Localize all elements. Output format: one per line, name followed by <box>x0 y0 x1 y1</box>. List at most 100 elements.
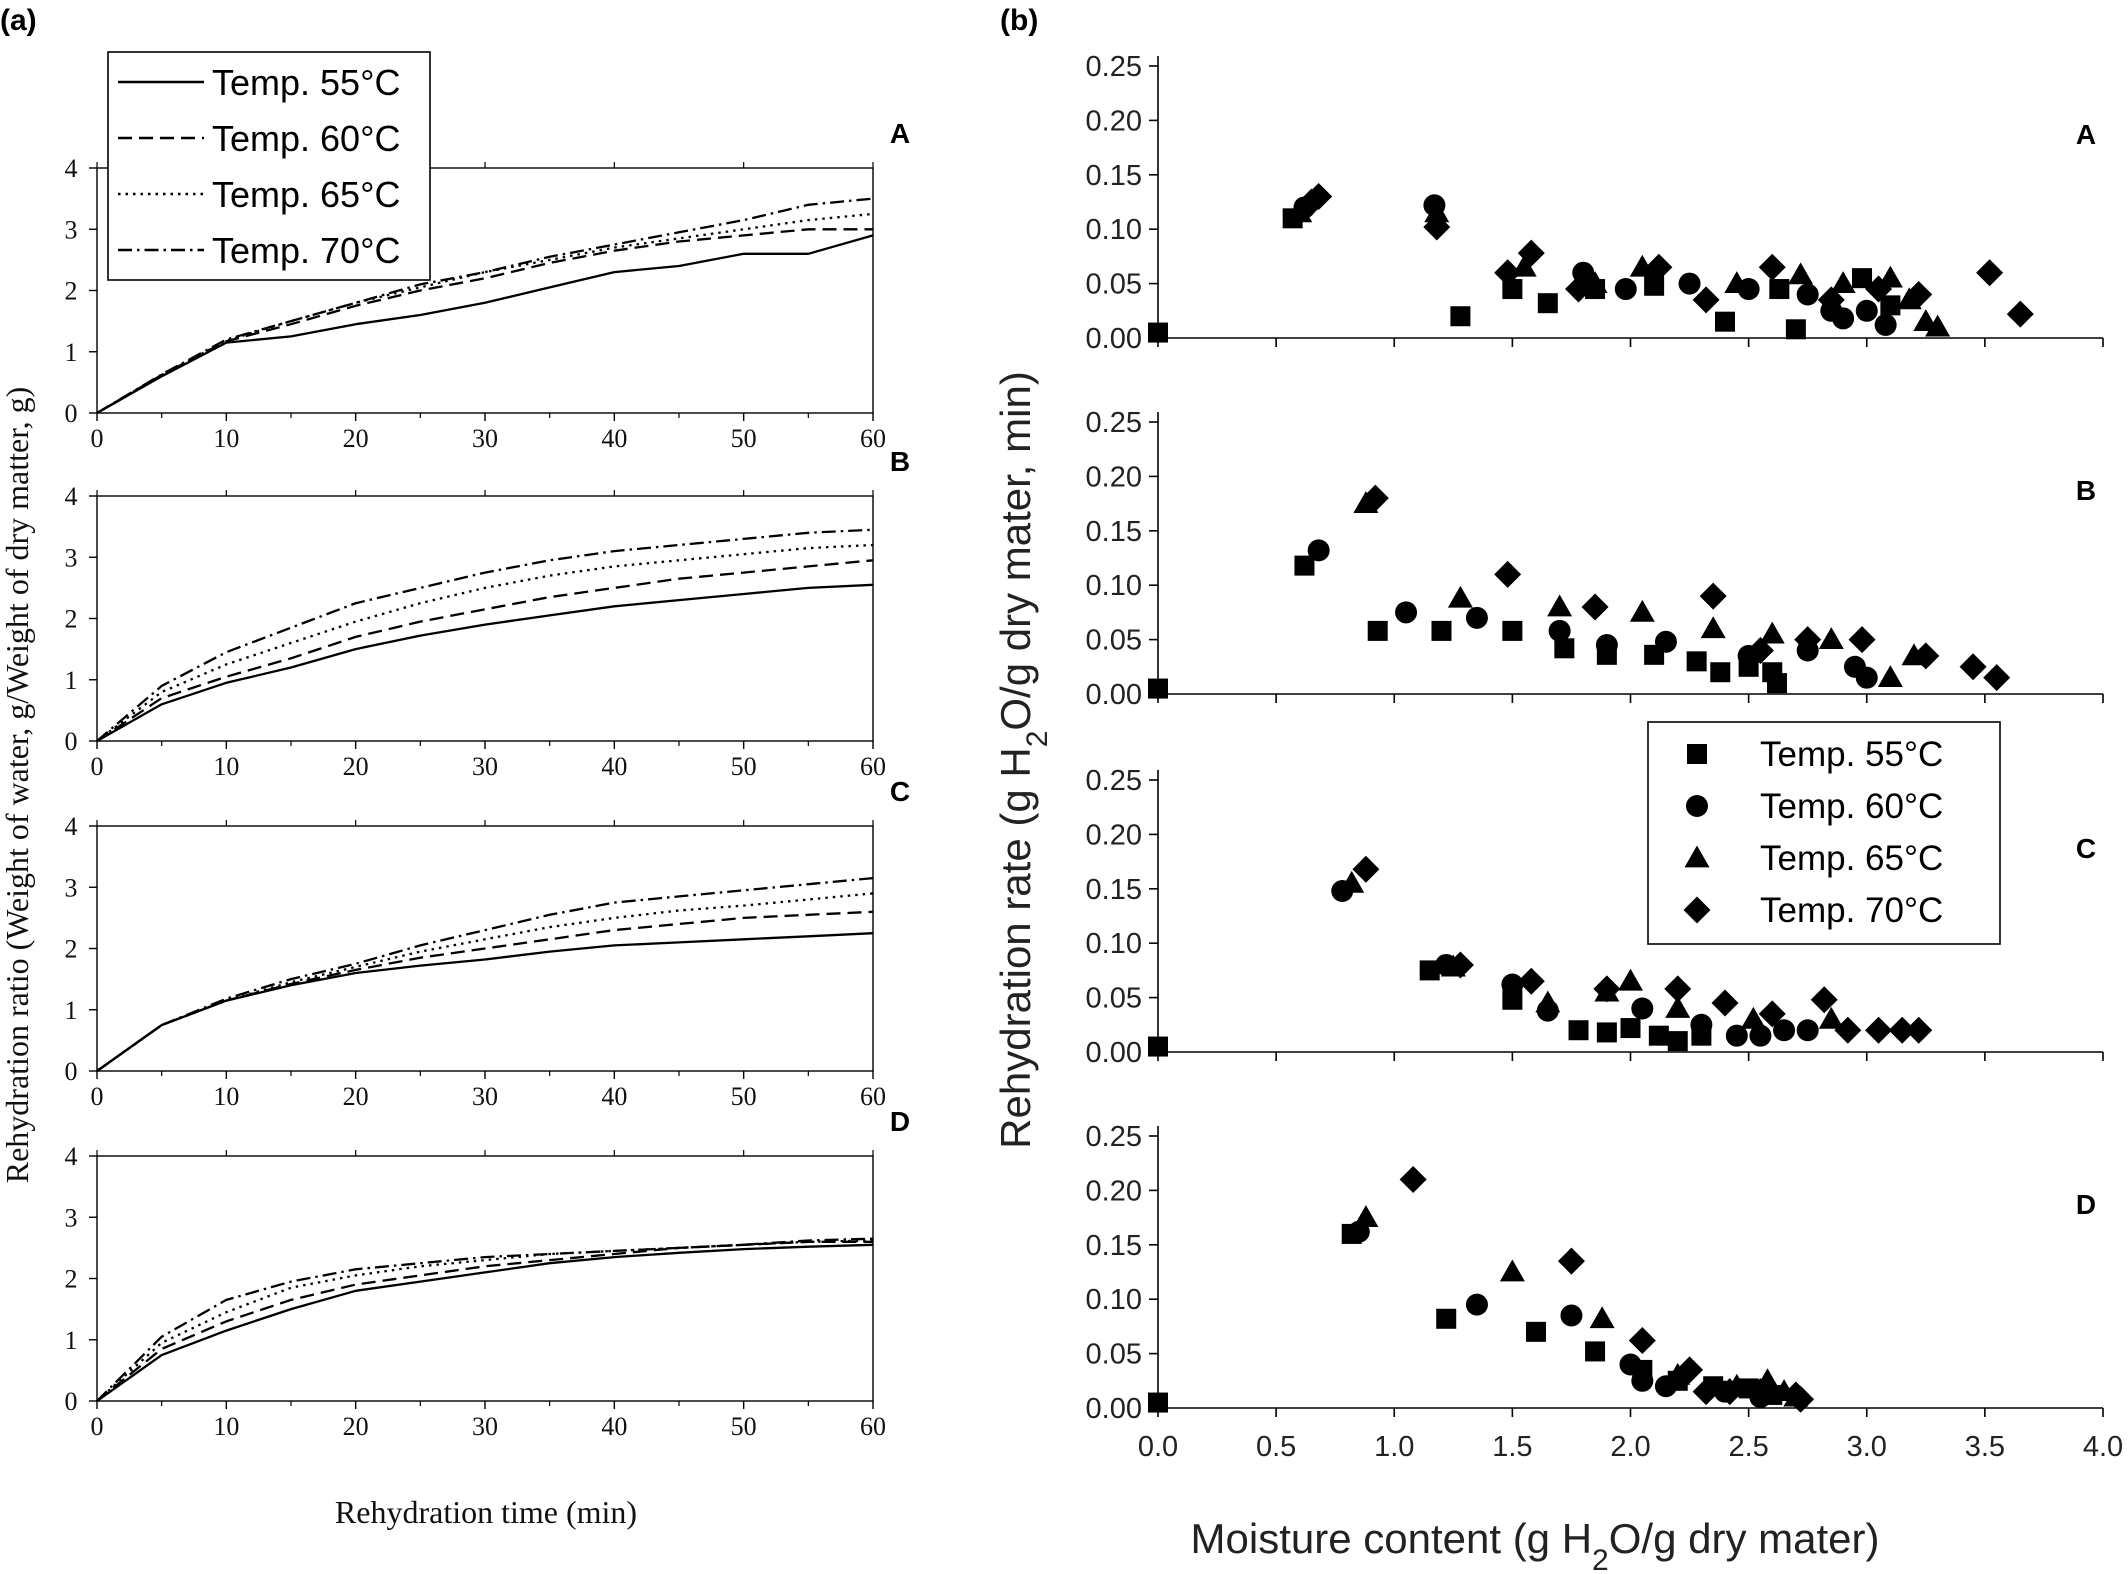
data-point-square <box>1554 638 1575 659</box>
series-line <box>96 559 874 742</box>
x-tick-label: 0 <box>91 1082 104 1111</box>
series-line <box>96 528 874 742</box>
right-panel-d: 0.00 0.05 0.10 0.15 0.20 0.25 0.0 0.5 1.0 1.5 2.0 2… <box>1086 1121 2124 1463</box>
x-tick-label: 3.5 <box>1965 1431 2005 1463</box>
data-point-circle <box>1690 1013 1713 1036</box>
y-tick-label: 0.15 <box>1086 1230 1142 1262</box>
y-tick-label: 1 <box>65 996 78 1025</box>
figure-label-a: (a) <box>0 4 37 37</box>
legend-marker-diamond <box>1683 896 1711 924</box>
x-tick-label: 50 <box>731 752 757 781</box>
y-tick-label: 4 <box>65 482 78 511</box>
data-point-circle <box>1395 601 1418 624</box>
data-point-circle <box>1874 313 1897 336</box>
right-x-label-part-1: Moisture content (g H <box>1191 1515 1593 1562</box>
y-tick-label: 0.15 <box>1086 874 1142 906</box>
y-tick-label: 1 <box>65 338 78 367</box>
data-point-square <box>1686 651 1707 672</box>
left-x-axis-label: Rehydration time (min) <box>335 1494 637 1530</box>
data-point-circle <box>1560 1304 1583 1327</box>
data-point-triangle <box>1629 254 1655 277</box>
data-point-triangle <box>1759 621 1785 644</box>
data-point-diamond <box>1399 1166 1427 1194</box>
data-point-diamond <box>1557 1247 1585 1275</box>
x-tick-label: 30 <box>472 1082 498 1111</box>
x-tick-label: 60 <box>860 1412 886 1441</box>
data-point-diamond <box>1758 1000 1786 1028</box>
series-line <box>96 1239 874 1402</box>
data-point-diamond <box>1888 1016 1916 1044</box>
data-point-diamond <box>1834 1016 1862 1044</box>
right-y-label-subscript: 2 <box>1021 731 1054 748</box>
y-tick-label: 0.05 <box>1086 1339 1142 1371</box>
x-tick-label: 60 <box>860 752 886 781</box>
data-point-square <box>1450 306 1471 327</box>
panel-label: D <box>890 1106 910 1137</box>
y-tick-label: 0 <box>65 1387 78 1416</box>
y-tick-label: 0.00 <box>1086 323 1142 355</box>
data-point-diamond <box>1494 259 1522 287</box>
y-tick-label: 3 <box>65 1203 78 1232</box>
legend-entry: Temp. 55°C <box>1760 735 1943 774</box>
data-point-square <box>1710 662 1731 683</box>
y-tick-label: 0.25 <box>1086 51 1142 83</box>
panel-label: C <box>890 776 910 807</box>
right-x-label-part-2: O/g dry mater) <box>1609 1515 1880 1562</box>
x-tick-label: 40 <box>601 1082 627 1111</box>
panel-label: B <box>2076 475 2096 506</box>
series-line <box>96 910 874 1072</box>
x-tick-label: 20 <box>343 1412 369 1441</box>
y-tick-label: 0.15 <box>1086 160 1142 192</box>
data-point-square <box>1667 1031 1688 1052</box>
rehydration-rate-chart: 0.00 0.05 0.10 0.15 0.20 0.25 A 0.00 0.05 0.10 0.1… <box>1086 51 2124 1463</box>
data-point-diamond <box>1976 259 2004 287</box>
x-tick-label: 40 <box>601 1412 627 1441</box>
data-point-diamond <box>1692 286 1720 314</box>
legend-marker-triangle <box>1684 845 1710 868</box>
data-point-square <box>1852 268 1873 289</box>
series-line <box>96 1243 874 1402</box>
data-point-diamond <box>1787 1385 1815 1413</box>
series-points <box>1399 1166 1815 1413</box>
y-tick-label: 0.20 <box>1086 819 1142 851</box>
x-tick-label: 0 <box>91 424 104 453</box>
x-tick-label: 50 <box>731 424 757 453</box>
x-tick-label: 50 <box>731 1082 757 1111</box>
data-point-square <box>1785 319 1806 340</box>
data-point-triangle <box>1818 1006 1844 1029</box>
data-point-circle <box>1501 973 1524 996</box>
data-point-diamond <box>1517 239 1545 267</box>
data-point-square <box>1769 279 1790 300</box>
x-tick-label: 4.0 <box>2083 1431 2123 1463</box>
data-point-triangle <box>1287 200 1313 223</box>
y-tick-label: 0.10 <box>1086 1284 1142 1316</box>
data-point-diamond <box>1628 1327 1656 1355</box>
data-point-triangle <box>1447 585 1473 608</box>
series-points <box>1298 183 2034 328</box>
data-point-circle <box>1855 299 1878 322</box>
x-tick-label: 50 <box>731 1412 757 1441</box>
data-point-diamond <box>1446 951 1474 979</box>
x-tick-label: 2.0 <box>1610 1431 1650 1463</box>
data-point-triangle <box>1788 262 1814 285</box>
y-tick-label: 0.25 <box>1086 765 1142 797</box>
data-point-circle <box>1796 1019 1819 1042</box>
data-point-circle <box>1773 1019 1796 1042</box>
data-point-circle <box>1654 630 1677 653</box>
y-tick-label: 1 <box>65 1326 78 1355</box>
y-tick-label: 0.00 <box>1086 679 1142 711</box>
data-point-diamond <box>1517 967 1545 995</box>
data-point-diamond <box>1711 989 1739 1017</box>
series-points <box>1352 855 1933 1044</box>
data-point-diamond <box>1905 1016 1933 1044</box>
right-y-label-part-2: O/g dry mater, min) <box>992 371 1039 730</box>
data-point-circle <box>1614 278 1637 301</box>
y-tick-label: 1 <box>65 666 78 695</box>
data-point-circle <box>1465 1293 1488 1316</box>
data-point-square <box>1148 1036 1168 1057</box>
data-point-diamond <box>1848 626 1876 654</box>
y-tick-label: 0.10 <box>1086 214 1142 246</box>
right-panel-c: 0.00 0.05 0.10 0.15 0.20 0.25 C <box>1086 765 2104 1069</box>
data-point-diamond <box>1865 1016 1893 1044</box>
